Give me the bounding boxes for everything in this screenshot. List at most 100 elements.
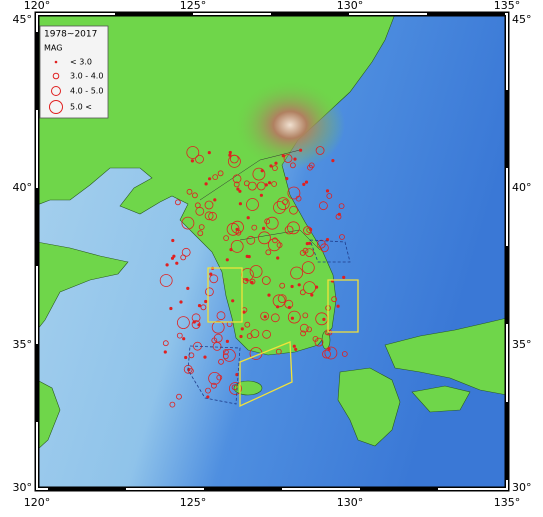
epicentre [290, 284, 294, 289]
x-tick-label: 135° [494, 496, 521, 509]
epicentre [198, 224, 205, 231]
epicentre [231, 299, 235, 303]
epicentre [292, 344, 296, 348]
epicentre [244, 321, 251, 328]
study-box [239, 341, 293, 408]
epicentre [263, 315, 267, 319]
epicentre [271, 165, 278, 172]
epicentre [176, 393, 182, 400]
legend-label: 5.0 < [70, 103, 92, 112]
epicentre [290, 266, 304, 280]
epicentre [246, 333, 253, 340]
epicentre [246, 198, 259, 211]
land-china-south [37, 379, 61, 451]
epicentre [305, 248, 314, 258]
epicentre [287, 305, 291, 310]
epicentre [338, 203, 345, 210]
epicentre [341, 351, 348, 357]
epicentre [186, 188, 193, 195]
epicentre [300, 330, 307, 337]
epicentre [162, 340, 169, 347]
epicentre [169, 401, 176, 408]
epicentre [310, 293, 314, 297]
epicentre [206, 395, 210, 399]
epicentre [331, 296, 338, 303]
epicentre [204, 287, 214, 297]
epicentre [287, 310, 301, 324]
epicentre [191, 192, 198, 199]
relief [235, 80, 345, 170]
epicentre [260, 311, 270, 321]
y-tick-label: 40° [13, 181, 33, 194]
x-tick-label: 135° [494, 0, 521, 12]
epicentre [322, 317, 326, 321]
epicentre [176, 332, 183, 339]
epicentre [229, 154, 239, 164]
epicentre [322, 349, 331, 359]
epicentre [281, 154, 285, 158]
epicentre [172, 254, 176, 258]
epicentre [270, 313, 280, 323]
epicentre [249, 278, 256, 285]
epicentre [213, 198, 217, 202]
epicentre [290, 316, 294, 320]
epicentre [273, 201, 286, 214]
epicentre [191, 313, 201, 323]
epicentre [275, 305, 280, 309]
epicentre [207, 151, 211, 155]
epicentre [176, 316, 190, 330]
epicentre [186, 146, 200, 159]
epicentre [204, 200, 214, 210]
epicentre [327, 347, 331, 351]
epicentre [264, 218, 271, 225]
land-tsushima [321, 330, 331, 350]
epicentre [276, 242, 283, 249]
epicentre [277, 294, 287, 304]
epicentre [225, 339, 229, 343]
study-box [327, 279, 359, 333]
epicentre [212, 174, 219, 181]
epicentre [169, 306, 173, 311]
epicentre [208, 371, 222, 385]
epicentre [275, 348, 282, 355]
epicentre [257, 231, 271, 245]
epicentre [197, 303, 202, 308]
epicentre [284, 225, 294, 235]
epicentre [247, 181, 257, 191]
legend-symbol [49, 100, 63, 114]
epicentre [238, 202, 242, 206]
legend-label: < 3.0 [70, 58, 92, 67]
epicentre [232, 174, 242, 184]
epicentre [262, 329, 272, 339]
epicentre [218, 358, 224, 365]
epicentre [305, 242, 309, 246]
zone-outline [187, 345, 241, 405]
y-tick-label: 40° [512, 181, 532, 194]
epicentre [339, 234, 345, 240]
graticule-labels: 120°120°125°125°130°130°135°135°45° 45°40… [13, 0, 532, 509]
epicentre [324, 346, 338, 360]
epicentre [289, 162, 296, 169]
epicentre [240, 327, 244, 331]
epicentre [289, 205, 298, 215]
legend: 1978~2017 MAG < 3.0 3.0 - 4.0 4.0 - 5.0 … [39, 25, 109, 119]
epicentre [298, 148, 303, 152]
epicentre [170, 256, 175, 260]
epicentre [229, 248, 233, 252]
epicentre [208, 177, 212, 181]
epicentre [210, 382, 217, 389]
epicentre [181, 247, 191, 257]
epicentre [304, 180, 309, 184]
land-shandong [37, 241, 129, 331]
epicentre [335, 213, 342, 220]
border-line [199, 149, 321, 251]
epicentre [261, 276, 271, 285]
epicentre [216, 311, 226, 321]
y-tick-label: 30° [512, 481, 532, 494]
epicentre [204, 211, 214, 221]
epicentre [174, 199, 181, 206]
epicentre [261, 226, 266, 230]
epicentre [314, 285, 319, 289]
epicentre [197, 230, 204, 237]
epicentre [302, 312, 309, 319]
